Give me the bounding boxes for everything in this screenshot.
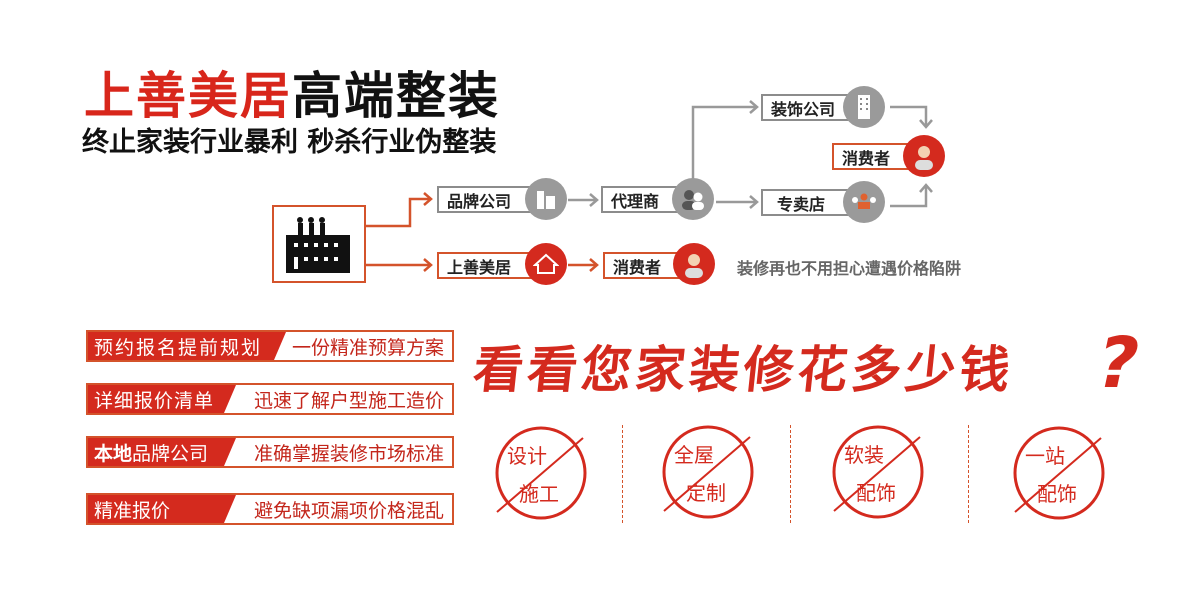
factory-icon — [286, 217, 350, 273]
brand-title: 上善美居高端整装 — [84, 56, 500, 128]
feature-label: 详细报价清单 — [88, 385, 236, 413]
feature-row: 本地 品牌公司 准确掌握装修市场标准 — [86, 436, 454, 468]
people-icon — [672, 178, 714, 220]
factory-box — [272, 205, 366, 283]
crossed-circle-icon — [662, 425, 754, 519]
salesperson-icon — [843, 181, 885, 223]
stamp-top-text: 全屋 — [674, 443, 714, 467]
store-box: 专卖店 — [761, 189, 853, 216]
feature-value: 避免缺项漏项价格混乱 — [253, 499, 444, 522]
feature-value: 一份精准预算方案 — [291, 336, 444, 359]
crossed-stamp: 设计施工 — [495, 426, 587, 520]
consumer-avatar-icon — [673, 243, 715, 285]
crossed-circle-icon — [495, 426, 587, 520]
crossed-circle-icon — [1013, 426, 1105, 520]
feature-label: 本地 品牌公司 — [88, 438, 236, 466]
stamp-top-text: 软装 — [844, 443, 884, 467]
stamp-top-text: 设计 — [507, 444, 547, 468]
feature-label-rest: 品牌公司 — [132, 442, 209, 465]
crossed-stamp: 软装配饰 — [832, 425, 924, 519]
house-icon — [525, 243, 567, 285]
crossed-circle-icon — [832, 425, 924, 519]
buildings-icon — [525, 178, 567, 220]
brand-slogan: 高端整装 — [292, 67, 500, 125]
stamp-bottom-text: 配饰 — [856, 481, 896, 505]
feature-row: 精准报价 避免缺项漏项价格混乱 — [86, 493, 454, 525]
feature-label: 精准报价 — [88, 495, 236, 523]
agent-box: 代理商 — [601, 186, 687, 213]
subtitle: 终止家装行业暴利 秒杀行业伪整装 — [82, 127, 497, 158]
crossed-stamp: 一站配饰 — [1013, 426, 1105, 520]
crossed-stamp: 全屋定制 — [662, 425, 754, 519]
feature-row: 预约报名提前规划 一份精准预算方案 — [86, 330, 454, 362]
flow-connectors — [365, 100, 933, 272]
stamp-bottom-text: 配饰 — [1037, 482, 1077, 506]
consumer-box-top: 消费者 — [832, 143, 912, 170]
feature-label-bold: 本地 — [94, 442, 133, 465]
office-building-icon — [843, 86, 885, 128]
dashed-divider — [622, 425, 623, 523]
stamp-bottom-text: 定制 — [686, 481, 726, 505]
dashed-divider — [790, 425, 791, 523]
dashed-divider — [968, 425, 969, 523]
feature-label: 预约报名提前规划 — [88, 332, 286, 360]
consumer-avatar-icon — [903, 135, 945, 177]
decoration-company-box: 装饰公司 — [761, 94, 853, 121]
stamp-top-text: 一站 — [1025, 444, 1065, 468]
flow-note: 装修再也不用担心遭遇价格陷阱 — [737, 259, 962, 278]
stamp-bottom-text: 施工 — [519, 482, 559, 506]
brand-company-box: 品牌公司 — [437, 186, 537, 213]
direct-brand-box: 上善美居 — [437, 252, 537, 279]
feature-value: 迅速了解户型施工造价 — [253, 389, 444, 412]
question-mark-icon: ? — [1089, 322, 1148, 404]
feature-value: 准确掌握装修市场标准 — [253, 442, 444, 465]
brand-name: 上善美居 — [84, 67, 292, 125]
direct-consumer-box: 消费者 — [603, 252, 687, 279]
headline: 看看您家装修花多少钱 — [470, 340, 1017, 399]
feature-row: 详细报价清单 迅速了解户型施工造价 — [86, 383, 454, 415]
